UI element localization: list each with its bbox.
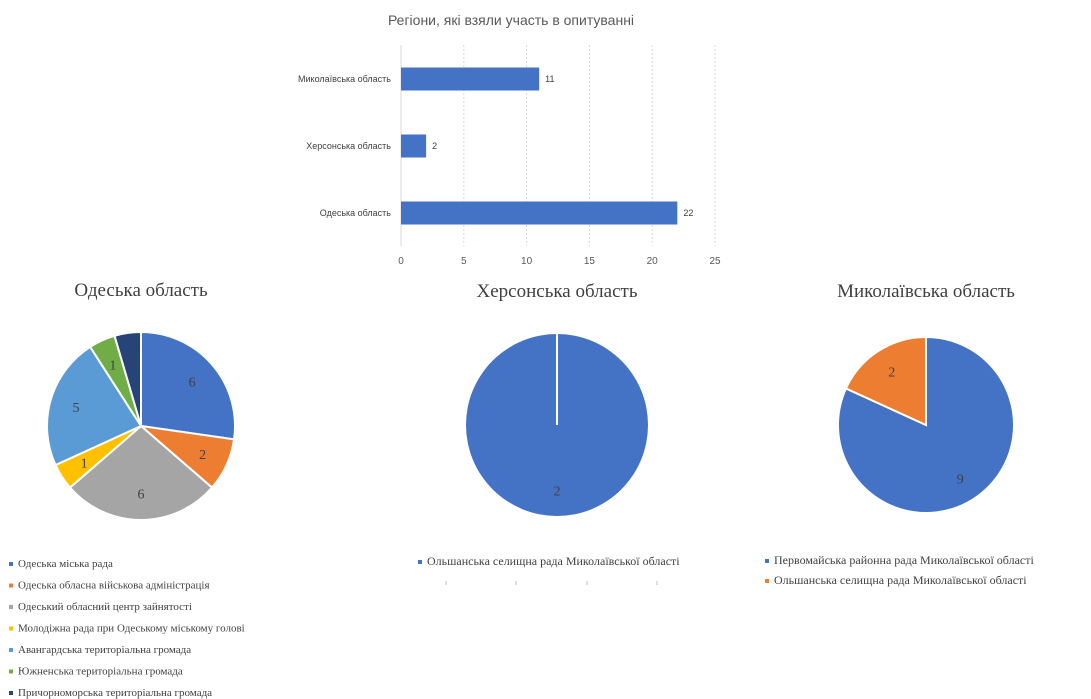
legend-dotted-divider (445, 581, 658, 585)
pie-data-label: 1 (128, 353, 135, 368)
bar-x-tick-label: 0 (398, 256, 404, 267)
bar-series: Миколаївська область 11 Херсонська область… (298, 67, 693, 225)
legend-label: Одеська міська рада (18, 558, 113, 570)
legend-marker (418, 560, 422, 564)
legend-label: Ольшанська селищна рада Миколаївської об… (427, 554, 680, 568)
pie-data-label: 5 (73, 401, 80, 416)
legend-marker (9, 626, 13, 631)
bar (401, 134, 427, 158)
bar (401, 67, 540, 91)
bar-x-tick-label: 25 (709, 256, 721, 267)
legend-marker (9, 583, 13, 588)
pie-slice (140, 330, 236, 441)
pie-kherson-title: Херсонська область (477, 281, 638, 302)
bar-category-label: Херсонська область (306, 141, 391, 151)
legend-marker (9, 648, 13, 652)
legend-label: Одеська обласна військова адміністрація (18, 580, 210, 592)
pie-data-label: 2 (199, 448, 206, 463)
bar-chart: Регіони, які взяли участь в опитуванні 0… (298, 12, 721, 267)
pie-chart-kherson: Херсонська область 2 Ольшанська селищна … (418, 281, 680, 585)
legend-marker (9, 562, 13, 566)
pie-slice (113, 330, 142, 427)
pie-slice (844, 335, 927, 427)
pie-slice (46, 345, 143, 467)
pie-data-label: 9 (957, 472, 964, 487)
pie-mykolaiv-slices: 92 (837, 335, 1015, 514)
legend-marker (765, 579, 769, 583)
bar-data-label: 22 (683, 208, 693, 218)
pie-data-label: 2 (888, 366, 895, 381)
legend-label: Ольшанська селищна рада Миколаївської об… (774, 573, 1027, 587)
pie-data-label: 1 (81, 457, 88, 472)
pie-kherson-legend: Ольшанська селищна рада Миколаївської об… (418, 554, 680, 568)
pie-chart-mykolaiv: Миколаївська область 92 Первомайська рай… (765, 281, 1035, 587)
pie-data-label: 6 (189, 376, 196, 391)
bar-x-tick-label: 15 (584, 256, 596, 267)
legend-label: Причорноморська територіальна громада (18, 687, 212, 699)
bar (401, 201, 678, 225)
legend-marker (765, 559, 769, 563)
bar-data-label: 11 (545, 74, 554, 84)
pie-slice (68, 424, 214, 521)
bar-category-label: Одеська область (320, 208, 392, 218)
legend-marker (9, 669, 13, 674)
legend-label: Первомайська районна рада Миколаївської … (774, 553, 1035, 567)
bar-x-tick-label: 5 (461, 256, 467, 267)
pie-kherson-slices: 2 (466, 334, 648, 516)
legend-label: Одеський обласний центр зайнятості (18, 601, 192, 613)
pie-odesa-legend: Одеська міська рада Одеська обласна війсь… (9, 558, 245, 699)
pie-mykolaiv-title: Миколаївська область (837, 281, 1015, 302)
bar-x-tick-label: 10 (521, 256, 533, 267)
bar-chart-title: Регіони, які взяли участь в опитуванні (388, 12, 634, 28)
pie-data-label: 2 (554, 485, 561, 500)
pie-mykolaiv-legend: Первомайська районна рада Миколаївської … (765, 553, 1035, 587)
pie-odesa-title: Одеська область (74, 280, 208, 301)
bar-x-tick-label: 20 (647, 256, 659, 267)
legend-label: Молодіжна рада при Одеському міському го… (18, 623, 245, 635)
pie-slice (837, 335, 1015, 514)
pie-data-label: 6 (138, 488, 145, 503)
legend-marker (9, 691, 13, 695)
legend-marker (9, 605, 13, 609)
bar-data-label: 2 (432, 141, 437, 151)
bar-category-label: Миколаївська область (298, 74, 391, 84)
pie-data-label: 1 (109, 358, 116, 373)
legend-label: Южненська територіальна громада (18, 666, 183, 678)
legend-label: Авангардська територіальна громада (18, 644, 191, 656)
